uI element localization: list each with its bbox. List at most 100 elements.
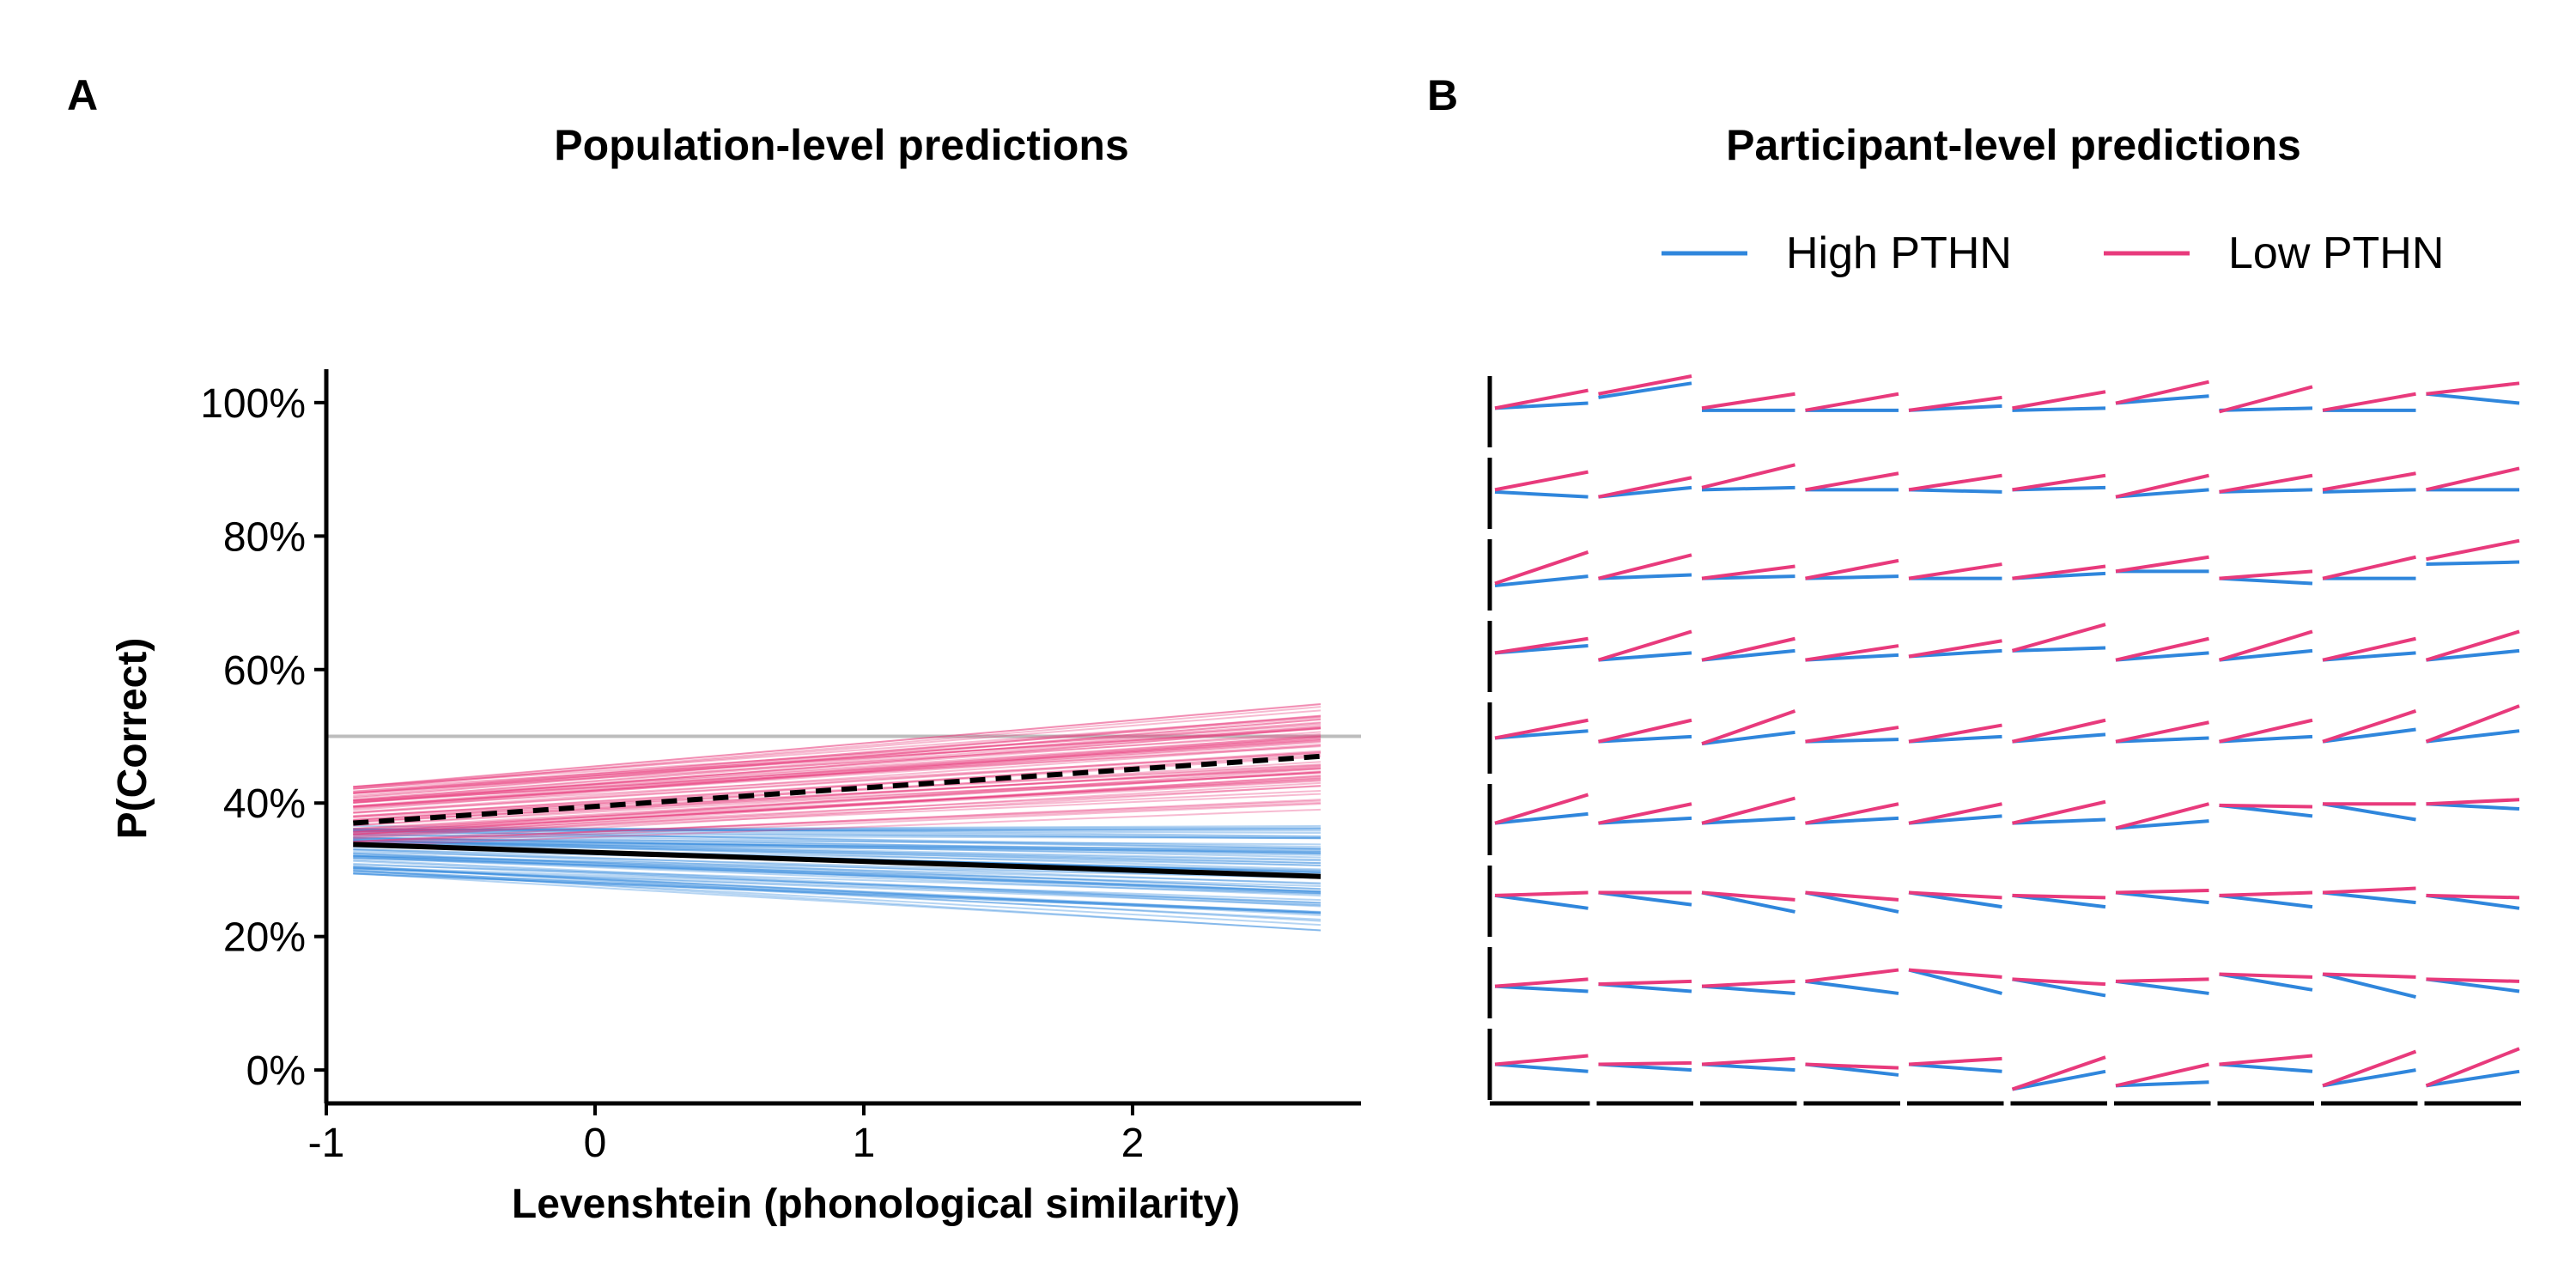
facet-panel	[2322, 972, 2416, 999]
participant-high-pthn-line	[1494, 811, 1589, 825]
facet-panel	[2426, 798, 2520, 811]
posterior-draw-line	[353, 848, 1321, 885]
participant-low-pthn-line	[1805, 802, 1899, 825]
posterior-draw-line	[353, 872, 1321, 913]
posterior-draw-line	[353, 866, 1321, 914]
posterior-draw-line	[353, 775, 1321, 839]
posterior-draw-line	[353, 731, 1321, 802]
participant-low-pthn-line	[2426, 893, 2520, 900]
participant-low-pthn-line	[1908, 1056, 2002, 1066]
legend-high-pthn-label: High PTHN	[1786, 228, 2012, 278]
participant-high-pthn-line	[2115, 1080, 2209, 1088]
facet-panel	[1805, 471, 1899, 492]
facet-panel	[1598, 476, 1692, 499]
posterior-draw-line	[353, 727, 1321, 793]
facet-panel	[2012, 977, 2106, 998]
posterior-draw-line	[353, 870, 1321, 927]
posterior-draw-line	[353, 702, 1321, 788]
participant-high-pthn-line	[1805, 574, 1899, 580]
participant-high-pthn-line	[1494, 984, 1589, 993]
participant-low-pthn-line	[2012, 564, 2106, 580]
facet-panel	[2115, 977, 2209, 995]
posterior-draw-line	[353, 732, 1321, 794]
participant-high-pthn-line	[2322, 651, 2416, 662]
posterior-draw-line	[353, 828, 1321, 835]
facet-panel	[2218, 385, 2313, 414]
posterior-draw-line	[353, 839, 1321, 871]
participant-high-pthn-line	[1598, 816, 1692, 825]
posterior-draw-line	[353, 852, 1321, 890]
posterior-draw-line	[353, 824, 1321, 831]
participant-low-pthn-line	[2115, 889, 2209, 895]
posterior-draw-line	[353, 828, 1321, 838]
participant-low-pthn-line	[1805, 471, 1899, 492]
posterior-draw-line	[353, 833, 1321, 854]
posterior-draw-line	[353, 737, 1321, 802]
facet-panel	[1908, 890, 2002, 909]
participant-low-pthn-line	[2425, 1047, 2520, 1088]
facet-panel	[2115, 889, 2209, 905]
posterior-draw-line	[353, 745, 1321, 803]
posterior-draw-line	[353, 714, 1321, 794]
facet-panel	[1487, 621, 1589, 692]
participant-low-pthn-line	[2218, 385, 2313, 414]
facet-panel	[1487, 784, 1589, 855]
posterior-draw-line	[353, 780, 1321, 834]
participant-low-pthn-line	[2115, 1062, 2209, 1088]
participant-low-pthn-line	[2115, 802, 2210, 830]
facet-panel	[1805, 558, 1899, 580]
mean-line-low-pthn	[353, 753, 1321, 826]
participant-low-pthn-line	[2426, 977, 2520, 983]
facet-panel	[2219, 473, 2313, 494]
participant-low-pthn-line	[1805, 890, 1899, 902]
participant-high-pthn-line	[1908, 734, 2002, 744]
facet-panel	[1598, 374, 1692, 399]
posterior-draw-line	[353, 836, 1321, 852]
participant-high-pthn-line	[2115, 979, 2209, 995]
facet-panel	[1700, 1056, 1797, 1106]
participant-high-pthn-line	[1494, 489, 1589, 499]
participant-low-pthn-line	[1908, 723, 2002, 744]
posterior-draw-line	[353, 824, 1321, 837]
posterior-draw-line	[353, 840, 1321, 856]
facet-panel	[1487, 1029, 1590, 1106]
facet-panel	[1701, 636, 1795, 662]
posterior-draw-line	[353, 837, 1321, 855]
posterior-draw-line	[353, 739, 1321, 804]
participant-low-pthn-line	[1701, 392, 1795, 410]
participant-low-pthn-line	[2218, 629, 2313, 662]
participant-low-pthn-line	[1908, 890, 2002, 900]
participant-low-pthn-line	[2115, 473, 2209, 499]
posterior-draw-line	[353, 866, 1321, 914]
panel-a-title: Population-level predictions	[554, 121, 1129, 169]
participant-high-pthn-line	[1701, 890, 1795, 914]
posterior-draws-low	[353, 702, 1321, 848]
posterior-draw-line	[353, 831, 1321, 839]
posterior-draw-line	[353, 740, 1321, 808]
participant-low-pthn-line	[1494, 388, 1589, 410]
participant-low-pthn-line	[2219, 890, 2313, 897]
participant-low-pthn-line	[1494, 977, 1589, 988]
facet-panel	[2219, 803, 2313, 818]
participant-high-pthn-line	[2115, 890, 2209, 905]
posterior-draw-line	[353, 775, 1321, 835]
facet-panel	[1908, 639, 2002, 659]
posterior-draw-line	[353, 862, 1321, 904]
facet-panel	[2322, 886, 2416, 905]
posterior-draw-line	[353, 751, 1321, 809]
posterior-draw-line	[353, 770, 1321, 827]
participant-low-pthn-line	[1908, 639, 2002, 659]
participant-high-pthn-line	[2426, 729, 2520, 744]
panel-b-letter: B	[1427, 71, 1458, 119]
posterior-draw-line	[353, 859, 1321, 906]
facet-panel	[1598, 718, 1692, 744]
participant-high-pthn-line	[2219, 893, 2313, 909]
participant-low-pthn-line	[1805, 968, 1899, 983]
participant-low-pthn-line	[1494, 550, 1589, 586]
participant-high-pthn-line	[1908, 488, 2002, 494]
facet-panel	[2322, 636, 2416, 662]
facet-panel	[2115, 720, 2209, 744]
facet-panel	[1701, 890, 1795, 914]
posterior-draw-line	[353, 715, 1321, 788]
participant-high-pthn-line	[2219, 972, 2313, 992]
